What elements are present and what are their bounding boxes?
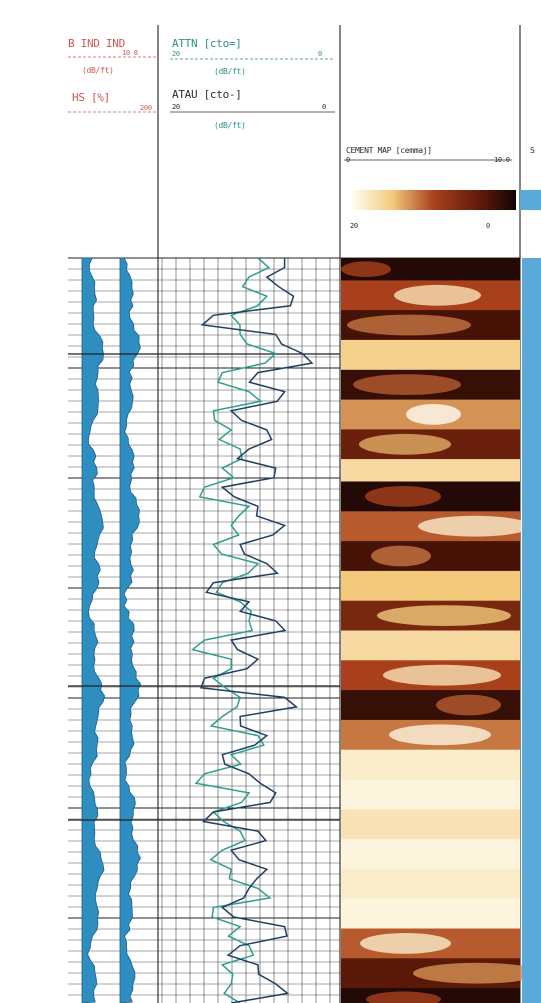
cement-map-patch bbox=[394, 284, 481, 306]
cement-map-band bbox=[341, 459, 520, 482]
track1-hs-label: HS [%] bbox=[72, 91, 110, 104]
cement-map-patch bbox=[347, 314, 471, 336]
cement-map-patch bbox=[365, 486, 441, 507]
cement-colorbar bbox=[352, 190, 516, 210]
attn-scale-right: 0 bbox=[318, 50, 322, 58]
cement-map-patch bbox=[389, 724, 491, 746]
cement-map-patch bbox=[360, 933, 451, 954]
cement-map-patch bbox=[371, 545, 431, 567]
colorbar-label-right: 0 bbox=[486, 222, 490, 230]
cement-map-band bbox=[341, 898, 520, 929]
cement-map-patch bbox=[406, 404, 461, 425]
cement-map-band bbox=[341, 839, 520, 870]
cement-map-band bbox=[341, 749, 520, 780]
track4-label: S bbox=[530, 146, 535, 155]
track1-curve-a bbox=[81, 257, 106, 1003]
atau-scale-left: 20 bbox=[172, 103, 180, 111]
cement-map-band bbox=[341, 339, 520, 371]
track1-units: (dB/ft) bbox=[82, 66, 114, 75]
cement-map-patch bbox=[383, 664, 501, 686]
cement-map-patch bbox=[436, 694, 501, 716]
atau-curve-label: ATAU [cto-] bbox=[172, 88, 242, 101]
attn-curve-label: ATTN [cto=] bbox=[172, 37, 242, 50]
cement-map-band bbox=[341, 570, 520, 602]
attn-curve bbox=[199, 258, 314, 1003]
atau-curve bbox=[190, 257, 278, 1003]
track4-colorbar bbox=[520, 190, 541, 210]
cement-map-patch bbox=[413, 962, 541, 984]
atau-units: (dB/ft) bbox=[214, 121, 246, 130]
attn-scale-left: 20 bbox=[172, 50, 180, 58]
cement-map-patch bbox=[341, 261, 391, 278]
cement-map-patch bbox=[418, 515, 531, 537]
attn-units: (dB/ft) bbox=[214, 67, 246, 76]
cement-map-patch bbox=[359, 433, 451, 455]
track1-curve-b bbox=[119, 257, 142, 1003]
colorbar-label-left: 20 bbox=[350, 222, 358, 230]
track1-curve-names: B IND IND bbox=[68, 37, 125, 50]
track1-hs-scale: 200 bbox=[140, 104, 152, 112]
cement-map-band bbox=[341, 779, 520, 810]
cement-map-patch bbox=[377, 605, 511, 626]
cement-map-patch bbox=[353, 374, 461, 395]
cement-map-patch bbox=[366, 991, 441, 1003]
cement-map-band bbox=[341, 258, 520, 281]
cement-map-band bbox=[341, 809, 520, 840]
track4-fill bbox=[522, 258, 541, 1003]
track1-curve-scale: 10 8 bbox=[122, 49, 138, 57]
cement-map-band bbox=[341, 630, 520, 661]
atau-scale-right: 0 bbox=[322, 103, 326, 111]
cement-map-title: CEMENT MAP [cemmaj] bbox=[346, 146, 432, 155]
cement-map-band bbox=[341, 868, 520, 900]
